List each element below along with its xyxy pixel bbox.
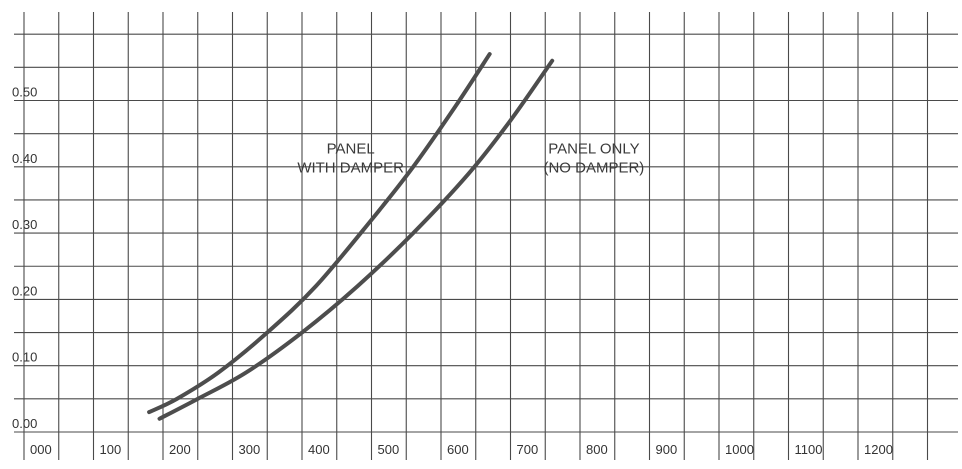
x-tick-label: 300: [239, 442, 261, 457]
horizontal-gridlines: [14, 33, 958, 433]
annotation-line: PANEL ONLY: [548, 141, 639, 158]
series-annotation-2: PANEL ONLY (NO DAMPER): [543, 141, 644, 177]
series-line-2: [157, 58, 555, 421]
x-tick-label: 000: [30, 442, 52, 457]
x-tick-label: 1200: [864, 442, 893, 457]
annotation-line: PANEL: [327, 141, 375, 158]
x-tick-label: 200: [169, 442, 191, 457]
y-tick-label: 0.40: [12, 151, 37, 166]
series-annotations: PANEL WITH DAMPER PANEL ONLY (NO DAMPER): [297, 141, 644, 177]
y-tick-label: 0.30: [12, 217, 37, 232]
x-tick-label: 1100: [795, 442, 823, 457]
x-tick-label: 700: [517, 442, 539, 457]
y-tick-label: 0.20: [12, 283, 37, 298]
x-tick-label: 100: [100, 442, 122, 457]
y-tick-label: 0.10: [12, 350, 37, 365]
x-tick-label: 500: [378, 442, 400, 457]
series-line-1: [147, 52, 492, 415]
x-tick-label: 400: [308, 442, 330, 457]
annotation-line: WITH DAMPER: [297, 160, 404, 177]
series-lines: [147, 52, 555, 421]
x-tick-label: 1000: [725, 442, 754, 457]
x-tick-label: 800: [586, 442, 608, 457]
x-tick-labels: 000 100 200 300 400 500 600 700 800 900 1000 1100 12…: [30, 442, 893, 457]
annotation-line: (NO DAMPER): [543, 160, 644, 177]
vertical-gridlines: [23, 12, 929, 460]
x-tick-label: 900: [656, 442, 678, 457]
x-tick-label: 600: [447, 442, 469, 457]
y-tick-label: 0.50: [12, 85, 37, 100]
y-tick-labels: 0.00 0.10 0.20 0.30 0.40 0.50: [12, 85, 37, 432]
series-annotation-1: PANEL WITH DAMPER: [297, 141, 404, 177]
y-tick-label: 0.00: [12, 416, 37, 431]
